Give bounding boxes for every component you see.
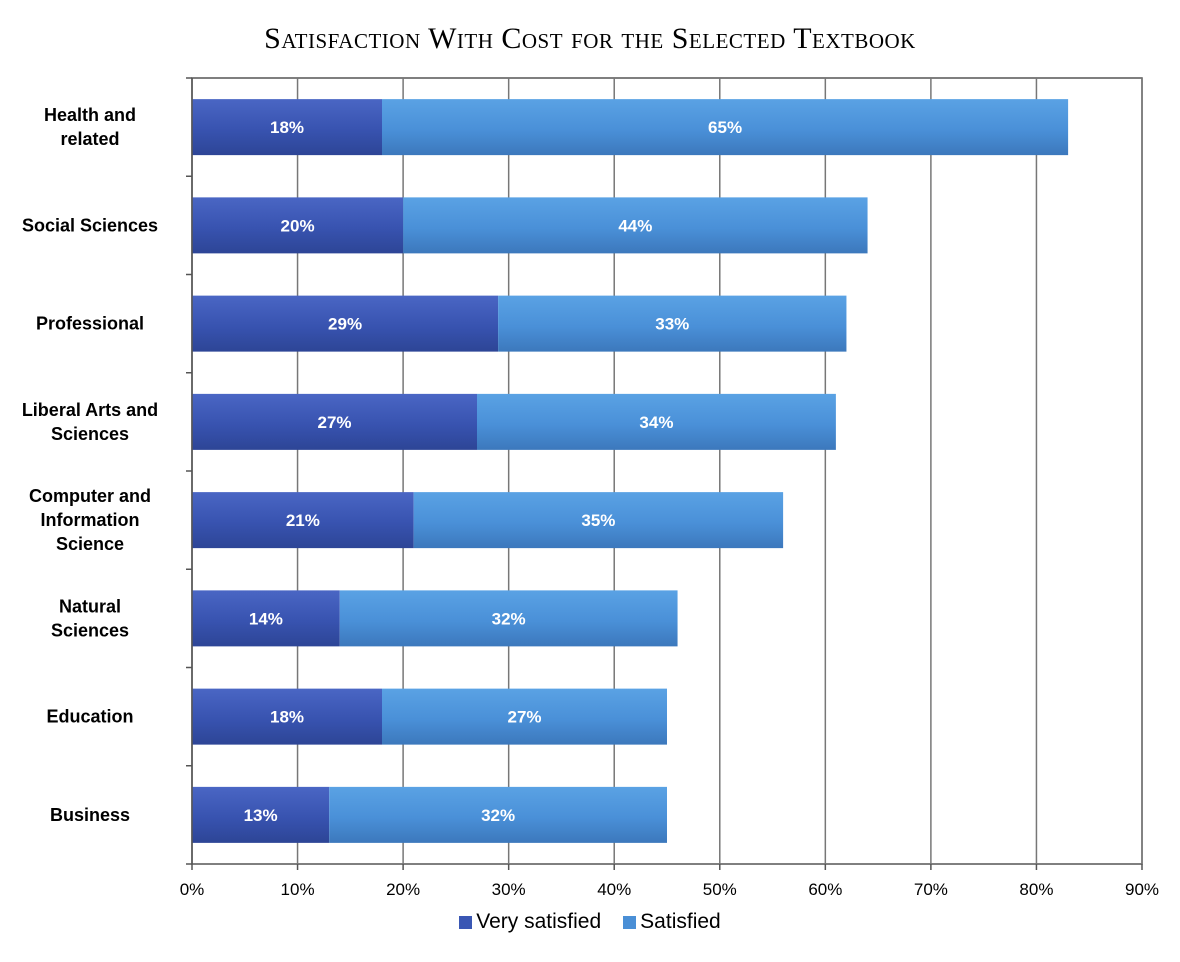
bar-satisfied-education <box>382 688 667 745</box>
bar-satisfied-liberal-arts-and-sciences <box>477 393 836 450</box>
bar-satisfied-health-and-related <box>382 99 1069 156</box>
category-label-professional: Professional <box>36 314 144 334</box>
category-label-health-and-related: Health and related <box>44 105 136 149</box>
data-label-very-satisfied-professional: 29% <box>328 315 362 334</box>
data-label-very-satisfied-health-and-related: 18% <box>270 118 304 137</box>
bar-satisfied-business <box>329 786 667 843</box>
x-tick-label: 0% <box>180 880 205 899</box>
category-label-social-sciences: Social Sciences <box>22 215 158 235</box>
data-label-satisfied-education: 27% <box>507 708 541 727</box>
data-label-very-satisfied-business: 13% <box>244 806 278 825</box>
data-label-very-satisfied-liberal-arts-and-sciences: 27% <box>317 413 351 432</box>
x-tick-label: 90% <box>1125 880 1159 899</box>
data-label-very-satisfied-social-sciences: 20% <box>281 216 315 235</box>
x-tick-label: 10% <box>281 880 315 899</box>
bar-very-satisfied-computer-and-information-science <box>192 492 414 549</box>
category-label-liberal-arts-and-sciences: Liberal Arts and Sciences <box>22 400 158 444</box>
legend-item-very-satisfied: Very satisfied <box>459 910 601 934</box>
chart-title: Satisfaction With Cost for the Selected … <box>264 22 916 55</box>
bar-satisfied-professional <box>498 295 847 352</box>
bar-very-satisfied-liberal-arts-and-sciences <box>192 393 477 450</box>
legend-item-satisfied: Satisfied <box>623 910 721 934</box>
x-tick-label: 40% <box>597 880 631 899</box>
bar-satisfied-natural-sciences <box>339 590 678 647</box>
data-label-satisfied-business: 32% <box>481 806 515 825</box>
bar-very-satisfied-education <box>192 688 382 745</box>
data-label-satisfied-professional: 33% <box>655 315 689 334</box>
bar-satisfied-social-sciences <box>403 197 868 254</box>
data-label-satisfied-liberal-arts-and-sciences: 34% <box>639 413 673 432</box>
category-label-business: Business <box>50 805 130 825</box>
data-label-satisfied-natural-sciences: 32% <box>492 609 526 628</box>
data-label-very-satisfied-education: 18% <box>270 708 304 727</box>
bar-very-satisfied-health-and-related <box>192 99 382 156</box>
x-tick-label: 30% <box>492 880 526 899</box>
data-label-very-satisfied-natural-sciences: 14% <box>249 609 283 628</box>
category-label-education: Education <box>46 707 133 727</box>
legend-swatch-very-satisfied <box>459 915 473 929</box>
bar-satisfied-computer-and-information-science <box>413 492 784 549</box>
bar-very-satisfied-business <box>192 786 330 843</box>
x-tick-label: 70% <box>914 880 948 899</box>
legend-label-satisfied: Satisfied <box>640 910 721 933</box>
legend-label-very-satisfied: Very satisfied <box>476 910 602 933</box>
category-label-natural-sciences: Natural Sciences <box>51 596 129 640</box>
bar-very-satisfied-natural-sciences <box>192 590 340 647</box>
data-label-very-satisfied-computer-and-information-science: 21% <box>286 511 320 530</box>
data-label-satisfied-social-sciences: 44% <box>618 216 652 235</box>
legend-swatch-satisfied <box>623 915 637 929</box>
plot-frame <box>191 77 1143 865</box>
data-label-satisfied-health-and-related: 65% <box>708 118 742 137</box>
x-tick-label: 20% <box>386 880 420 899</box>
legend: Very satisfied Satisfied <box>0 910 1180 934</box>
data-label-satisfied-computer-and-information-science: 35% <box>581 511 615 530</box>
x-tick-label: 80% <box>1019 880 1053 899</box>
bar-very-satisfied-professional <box>192 295 499 352</box>
bar-very-satisfied-social-sciences <box>192 197 404 254</box>
x-tick-label: 60% <box>808 880 842 899</box>
x-tick-label: 50% <box>703 880 737 899</box>
category-label-computer-and-information-science: Computer and Information Science <box>29 486 151 554</box>
